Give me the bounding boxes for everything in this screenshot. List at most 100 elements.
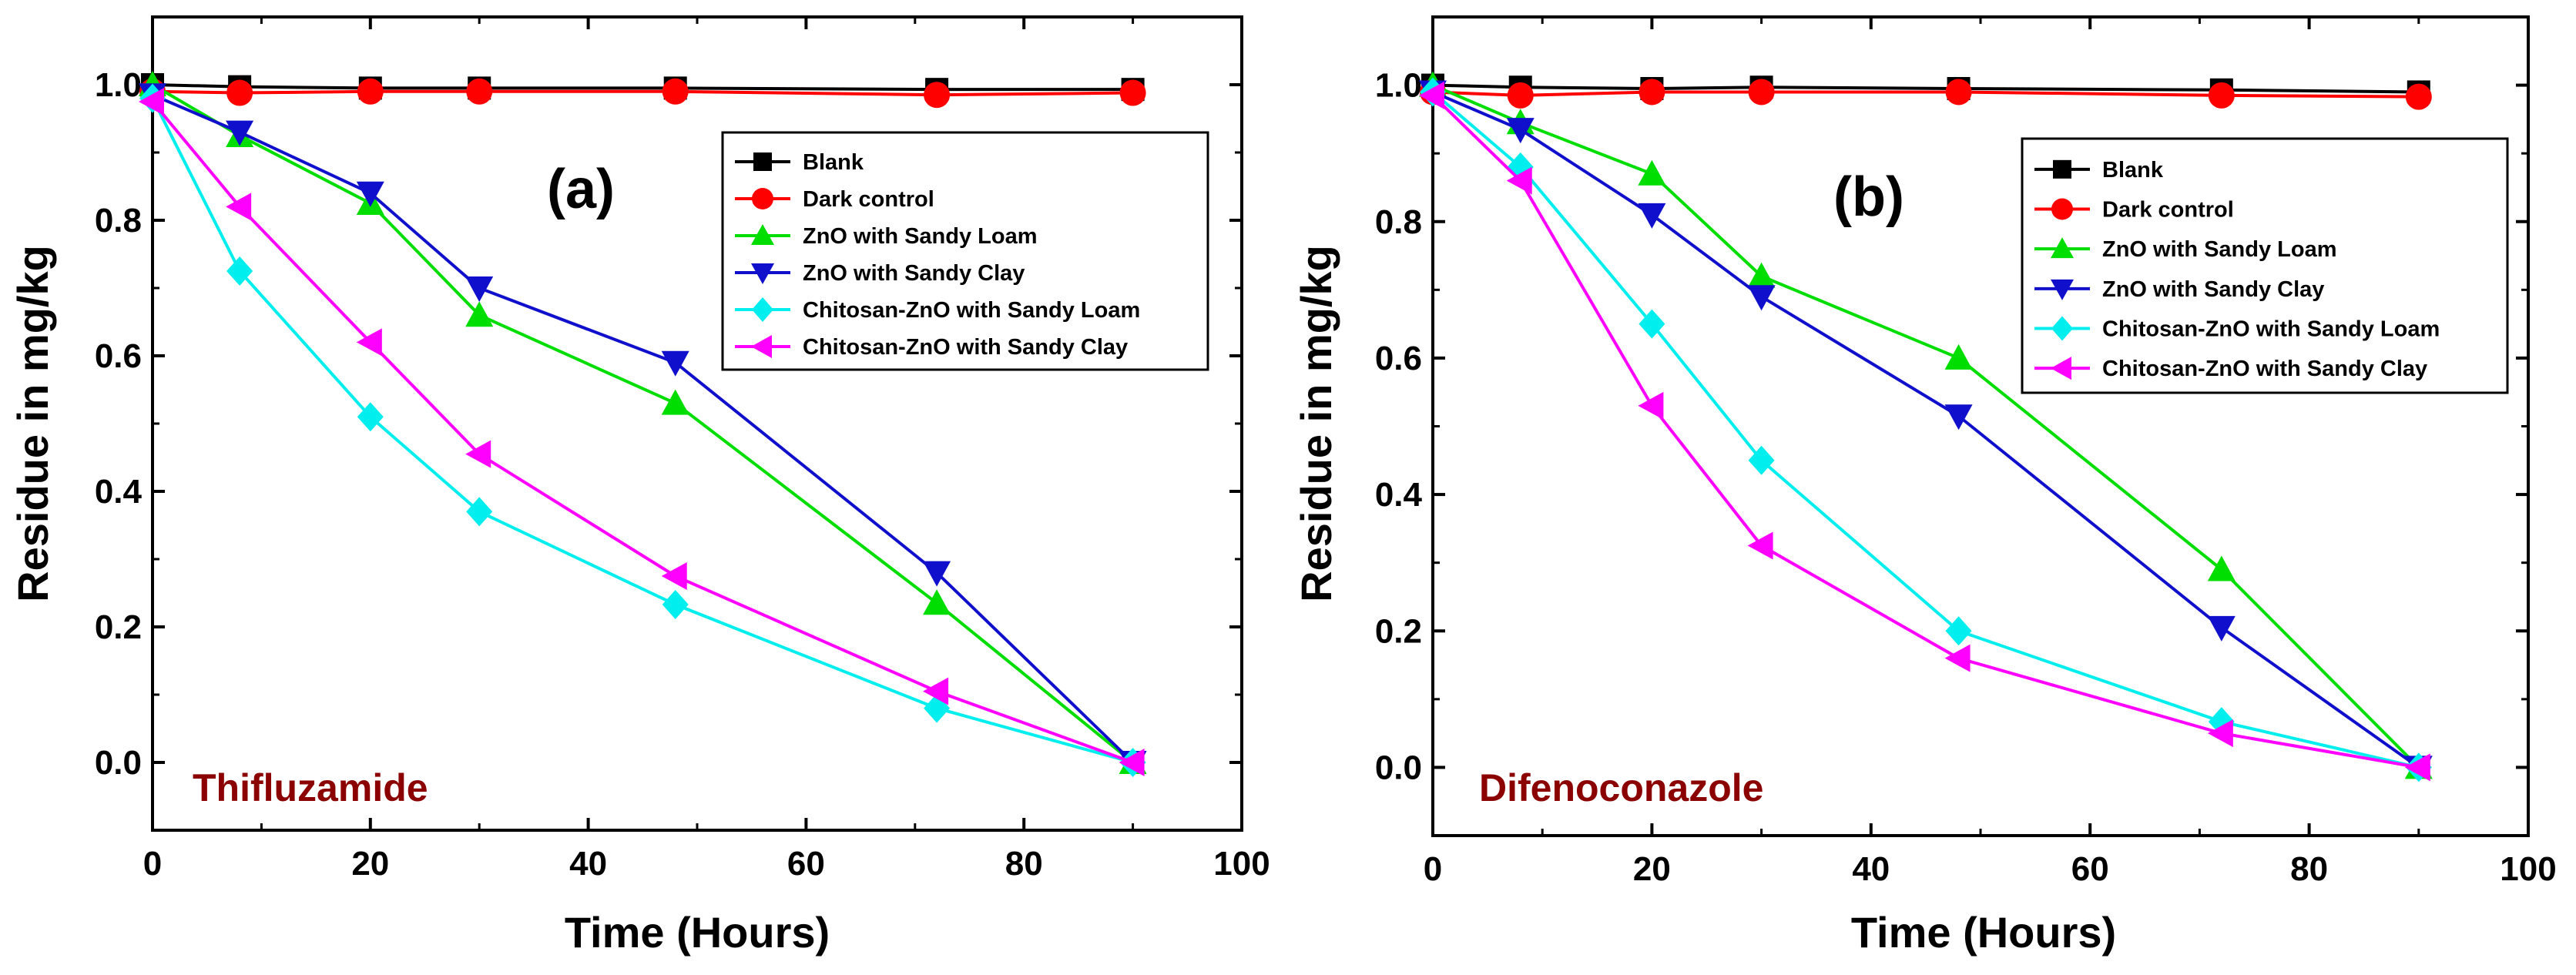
legend-label: Chitosan-ZnO with Sandy Clay <box>2102 357 2427 381</box>
data-point <box>465 276 494 302</box>
x-tick-label: 80 <box>1005 845 1043 883</box>
data-point <box>1506 118 1535 144</box>
data-point <box>2207 555 2236 581</box>
data-point <box>1747 285 1776 311</box>
data-point <box>1119 749 1145 776</box>
data-point <box>1747 262 1776 288</box>
legend-marker <box>2051 316 2073 341</box>
chart-panel-a: 0 20 40 60 80 100 0.0 0.2 0.4 0.6 0.8 1.0 Time (Hour… <box>8 15 1270 957</box>
legend-label: ZnO with Sandy Clay <box>803 261 1025 286</box>
legend: Blank Dark control ZnO with Sandy Loam ZnO … <box>721 131 1209 371</box>
legend-label: Blank <box>803 150 864 175</box>
y-tick-label: 0.6 <box>95 337 142 375</box>
legend-label: ZnO with Sandy Clay <box>2102 277 2324 302</box>
legend-label: Chitosan-ZnO with Sandy Clay <box>803 335 1128 360</box>
series-line-2 <box>1432 90 2419 99</box>
legend-box <box>721 131 1209 371</box>
data-point <box>1748 445 1775 475</box>
legend-marker <box>753 152 772 171</box>
data-point <box>226 256 253 286</box>
data-point <box>357 402 384 432</box>
data-point <box>139 88 164 116</box>
data-point <box>1119 79 1146 106</box>
x-tick-label: 0 <box>1424 850 1442 888</box>
data-point <box>466 497 493 527</box>
y-tick-label: 1.0 <box>1375 67 1422 105</box>
data-point <box>226 193 252 221</box>
data-point <box>1944 343 1973 370</box>
x-tick-label: 60 <box>2071 850 2109 888</box>
data-point <box>1638 203 1666 229</box>
series-line-2 <box>152 89 1133 97</box>
x-tick-label: 100 <box>1213 845 1270 883</box>
data-point <box>465 301 494 327</box>
data-point <box>1747 531 1773 560</box>
data-point <box>923 561 951 587</box>
data-point <box>226 79 253 106</box>
data-point <box>1748 79 1775 106</box>
legend-label: Dark control <box>2102 198 2234 223</box>
x-tick-label: 40 <box>1852 850 1890 888</box>
legend-marker <box>751 335 772 358</box>
data-point <box>924 82 951 109</box>
legend-box <box>2021 137 2509 394</box>
chart-panel-b: 0 20 40 60 80 100 0.0 0.2 0.4 0.6 0.8 1.0 Time (Hour… <box>1292 15 2557 957</box>
legend-label: Chitosan-ZnO with Sandy Loam <box>803 298 1140 323</box>
x-tick-label: 60 <box>787 845 825 883</box>
y-tick-label: 0.8 <box>1375 203 1422 241</box>
x-tick-label: 20 <box>1633 850 1671 888</box>
x-tick-label: 40 <box>569 845 607 883</box>
data-point <box>465 440 491 468</box>
data-point <box>1639 79 1665 106</box>
data-point <box>466 78 493 105</box>
legend-marker <box>751 263 774 284</box>
data-point <box>1419 81 1444 109</box>
data-point <box>2207 719 2233 748</box>
panel-label: (a) <box>547 159 615 220</box>
y-axis-title: Residue in mg/kg <box>1292 245 1340 602</box>
legend-label: Dark control <box>803 187 934 212</box>
data-point <box>661 562 687 590</box>
data-point <box>1945 79 1972 106</box>
data-point <box>357 78 384 105</box>
data-point <box>2208 82 2235 109</box>
legend-label: ZnO with Sandy Loam <box>803 224 1038 249</box>
y-tick-label: 0.0 <box>95 744 142 782</box>
y-tick-label: 1.0 <box>95 66 142 104</box>
legend-marker <box>2051 237 2074 259</box>
legend: Blank Dark control ZnO with Sandy Loam ZnO … <box>2021 137 2509 394</box>
legend-marker <box>2051 198 2073 220</box>
legend-marker <box>752 297 773 322</box>
legend-marker <box>752 188 773 209</box>
data-point <box>661 389 689 415</box>
legend-label: ZnO with Sandy Loam <box>2102 237 2337 262</box>
legend-marker <box>751 224 774 245</box>
data-point <box>1638 159 1666 186</box>
data-point <box>2207 615 2236 642</box>
x-tick-label: 20 <box>351 845 389 883</box>
data-point <box>662 589 689 619</box>
data-point <box>1639 309 1665 339</box>
legend-label: Chitosan-ZnO with Sandy Loam <box>2102 317 2440 342</box>
x-axis-title: Time (Hours) <box>565 908 830 957</box>
x-tick-label: 0 <box>143 845 162 883</box>
y-tick-label: 0.2 <box>95 608 142 646</box>
data-point <box>1945 616 1972 646</box>
data-point <box>2404 753 2430 782</box>
y-tick-label: 0.6 <box>1375 340 1422 377</box>
y-tick-label: 0.4 <box>95 473 143 511</box>
x-axis-title: Time (Hours) <box>1851 908 2116 957</box>
compound-annotation: Thifluzamide <box>193 766 428 809</box>
x-tick-label: 100 <box>2500 850 2556 888</box>
data-point <box>662 78 689 105</box>
series-line-1 <box>152 83 1133 92</box>
data-point <box>356 181 384 207</box>
legend-marker <box>2051 357 2071 380</box>
legend-marker <box>2051 279 2074 300</box>
y-tick-label: 0.0 <box>1375 749 1422 786</box>
data-point <box>1944 404 1973 431</box>
data-point <box>923 589 951 615</box>
data-point <box>1507 82 1534 109</box>
y-tick-label: 0.4 <box>1375 476 1423 514</box>
